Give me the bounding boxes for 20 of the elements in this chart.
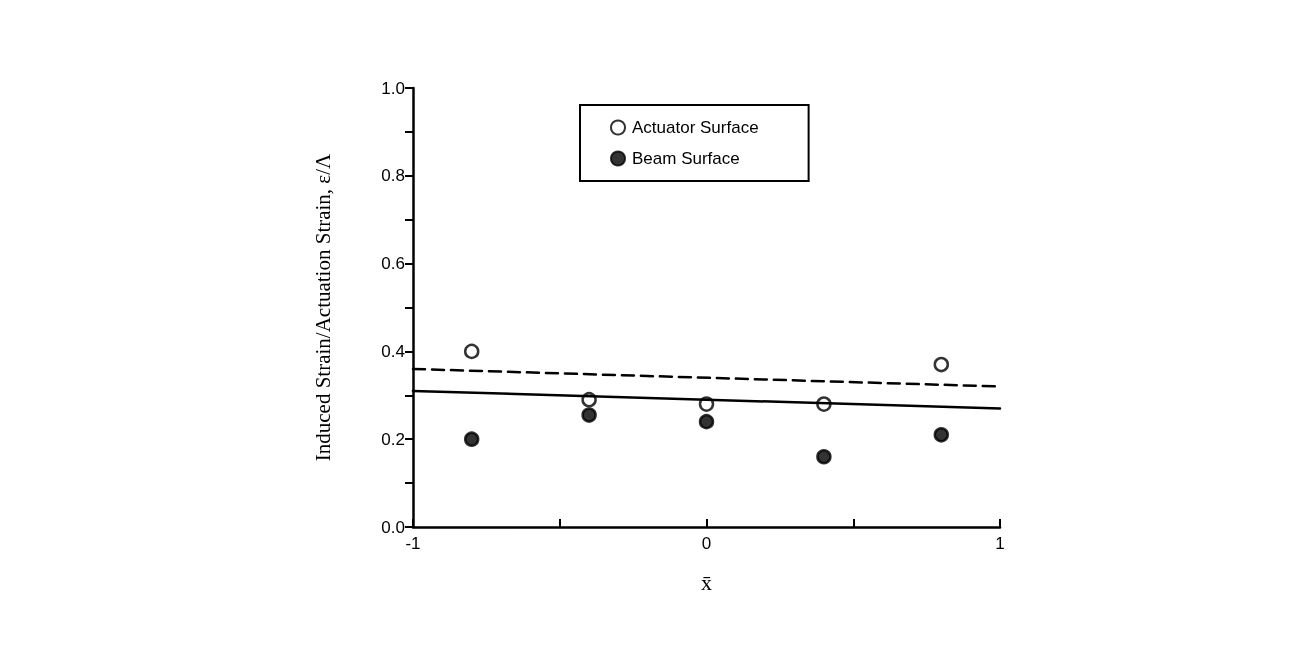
point (463, 343, 480, 360)
y-tick-label: 0.0 (381, 517, 405, 537)
point (816, 449, 832, 465)
legend-label: Actuator Surface (632, 118, 759, 137)
point (463, 431, 480, 447)
y-tick-label: 0.4 (381, 341, 405, 361)
x-axis-title: x̄ (701, 569, 712, 595)
y-tick-label: 0.2 (381, 429, 405, 449)
y-tick-label: 0.6 (381, 254, 405, 274)
y-axis-title: Induced Strain/Actuation Strain, ε/Λ (310, 152, 335, 462)
y-tick-label: 1.0 (381, 78, 405, 98)
point (933, 427, 950, 443)
legend-label: Beam Surface (632, 149, 740, 168)
point (698, 413, 715, 430)
y-tick-label: 0.8 (381, 166, 405, 186)
point (581, 407, 597, 423)
point (933, 356, 950, 373)
x-tick-label: 0 (701, 534, 712, 553)
x-tick-label: -1 (405, 534, 421, 553)
x-tick-label: 1 (995, 534, 1005, 553)
